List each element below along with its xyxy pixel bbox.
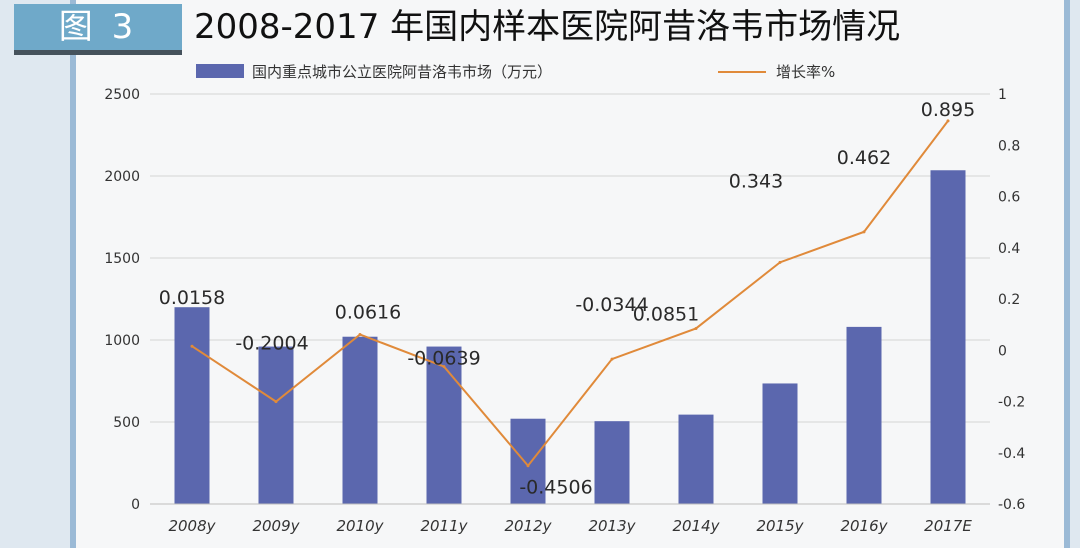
left-axis-tick-label: 1500 — [104, 251, 140, 267]
right-axis-tick-label: 0.8 — [998, 138, 1020, 154]
left-axis-tick-label: 2500 — [104, 87, 140, 103]
growth-rate-point — [778, 260, 782, 264]
category-label: 2009y — [252, 517, 300, 535]
growth-rate-label: 0.0616 — [335, 301, 401, 323]
left-axis-tick-label: 0 — [131, 497, 140, 513]
bar — [258, 346, 294, 504]
category-label: 2010y — [336, 517, 384, 535]
right-axis-tick-label: -0.2 — [998, 395, 1025, 411]
bar — [930, 170, 966, 504]
bar — [762, 383, 798, 504]
growth-rate-point — [862, 230, 866, 234]
growth-rate-point — [946, 119, 950, 123]
category-label: 2011y — [420, 517, 468, 535]
bar — [174, 307, 210, 504]
bar — [678, 414, 714, 504]
legend: 国内重点城市公立医院阿昔洛韦市场（万元） 增长率% — [196, 63, 835, 81]
left-axis-tick-label: 500 — [113, 415, 140, 431]
bar — [594, 421, 630, 504]
category-label: 2015y — [756, 517, 804, 535]
axes: 0 500 1000 1500 2000 2500 -0.6 -0.4 -0.2 0 0.2 0.4 0… — [104, 87, 1025, 535]
legend-bar-swatch — [196, 64, 244, 78]
growth-rate-line — [190, 119, 950, 468]
bar — [510, 418, 546, 504]
right-axis-tick-label: 1 — [998, 87, 1007, 103]
right-axis-tick-label: 0.6 — [998, 190, 1020, 206]
growth-rate-label: 0.462 — [837, 147, 891, 169]
bar — [342, 336, 378, 504]
legend-bar-label: 国内重点城市公立医院阿昔洛韦市场（万元） — [252, 63, 552, 81]
left-axis-tick-label: 2000 — [104, 169, 140, 185]
growth-rate-label: 0.895 — [921, 99, 975, 121]
figure-label-badge: 图 3 — [14, 4, 182, 55]
category-label: 2014y — [672, 517, 720, 535]
right-axis-tick-label: -0.4 — [998, 446, 1025, 462]
category-label: 2017E — [924, 517, 972, 535]
growth-rate-point — [526, 464, 530, 468]
right-axis-tick-label: -0.6 — [998, 497, 1025, 513]
legend-line-label: 增长率% — [776, 63, 835, 81]
right-axis-tick-label: 0.4 — [998, 241, 1020, 257]
right-axis-tick-label: 0 — [998, 343, 1007, 359]
chart-title: 2008-2017 年国内样本医院阿昔洛韦市场情况 — [194, 7, 901, 47]
category-label: 2013y — [588, 517, 636, 535]
bar — [426, 346, 462, 504]
growth-rate-polyline — [191, 120, 949, 468]
growth-rate-point — [274, 400, 278, 404]
growth-rate-label: -0.0639 — [407, 348, 480, 370]
growth-rate-label: -0.4506 — [519, 477, 592, 499]
figure-frame — [70, 0, 1070, 548]
data-labels: 0.0158 -0.2004 0.0616 -0.0639 -0.4506 -0.0344… — [159, 99, 975, 499]
growth-rate-point — [610, 357, 614, 361]
bar-series — [174, 170, 966, 504]
bar — [846, 326, 882, 504]
growth-rate-label: 0.0851 — [633, 303, 699, 325]
growth-rate-label: 0.343 — [729, 170, 783, 192]
right-axis-tick-label: 0.2 — [998, 292, 1020, 308]
growth-rate-point — [190, 344, 194, 348]
growth-rate-point — [442, 365, 446, 369]
growth-rate-point — [694, 326, 698, 330]
growth-rate-point — [358, 332, 362, 336]
category-label: 2012y — [504, 517, 552, 535]
growth-rate-label: -0.2004 — [235, 333, 308, 355]
growth-rate-label: -0.0344 — [575, 294, 648, 316]
left-axis-tick-label: 1000 — [104, 333, 140, 349]
category-label: 2008y — [168, 517, 216, 535]
category-label: 2016y — [840, 517, 888, 535]
growth-rate-label: 0.0158 — [159, 287, 225, 309]
